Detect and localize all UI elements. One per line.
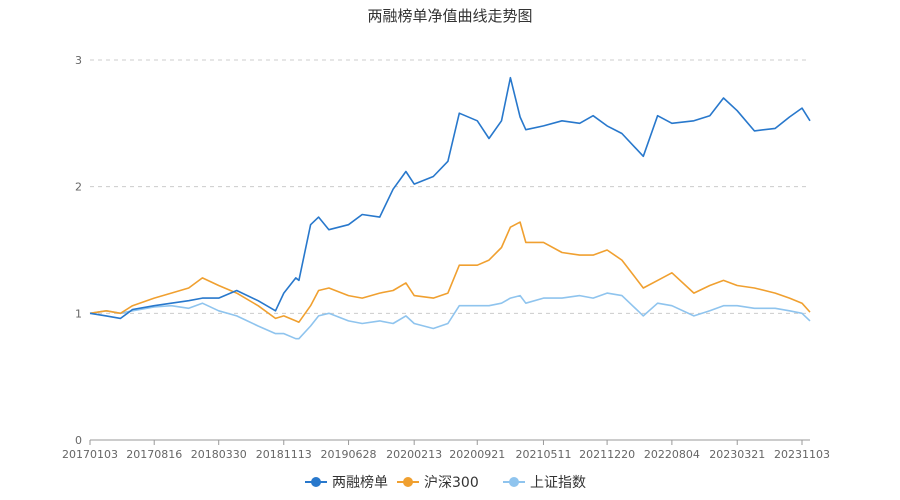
x-tick-label: 20200213 xyxy=(386,448,442,461)
x-tick-label: 20220804 xyxy=(644,448,700,461)
x-tick-label: 20170816 xyxy=(126,448,182,461)
legend[interactable]: 两融榜单 沪深300 上证指数 xyxy=(305,474,586,491)
x-axis: 20170103 20170816 20180330 20181113 20190628… xyxy=(62,439,830,461)
legend-item[interactable]: 沪深300 xyxy=(397,475,479,491)
series-line xyxy=(89,76,811,320)
y-tick-label: 3 xyxy=(75,54,82,67)
grid-layer xyxy=(90,59,810,314)
x-tick-label: 20200921 xyxy=(449,448,505,461)
series-line xyxy=(89,292,811,340)
legend-label: 沪深300 xyxy=(424,475,479,491)
y-tick-label: 0 xyxy=(75,434,82,447)
chart-title: 两融榜单净值曲线走势图 xyxy=(367,7,532,25)
legend-marker-icon xyxy=(311,477,321,487)
legend-label: 上证指数 xyxy=(530,475,586,491)
y-tick-label: 1 xyxy=(75,307,82,320)
x-tick-label: 20230321 xyxy=(709,448,765,461)
y-axis: 0 1 2 3 xyxy=(75,54,82,447)
legend-marker-icon xyxy=(509,477,519,487)
legend-marker-icon xyxy=(403,477,413,487)
x-tick-label: 20180330 xyxy=(191,448,247,461)
x-tick-label: 20190628 xyxy=(321,448,377,461)
x-tick-label: 20231103 xyxy=(774,448,830,461)
series-layer xyxy=(89,76,811,340)
x-tick-label: 20211220 xyxy=(579,448,635,461)
legend-item[interactable]: 两融榜单 xyxy=(305,474,388,491)
series-line xyxy=(89,221,811,323)
legend-label: 两融榜单 xyxy=(332,474,388,491)
y-tick-label: 2 xyxy=(75,181,82,194)
x-tick-label: 20181113 xyxy=(256,448,312,461)
legend-item[interactable]: 上证指数 xyxy=(503,475,586,491)
x-tick-label: 20210511 xyxy=(515,448,571,461)
x-tick-label: 20170103 xyxy=(62,448,118,461)
